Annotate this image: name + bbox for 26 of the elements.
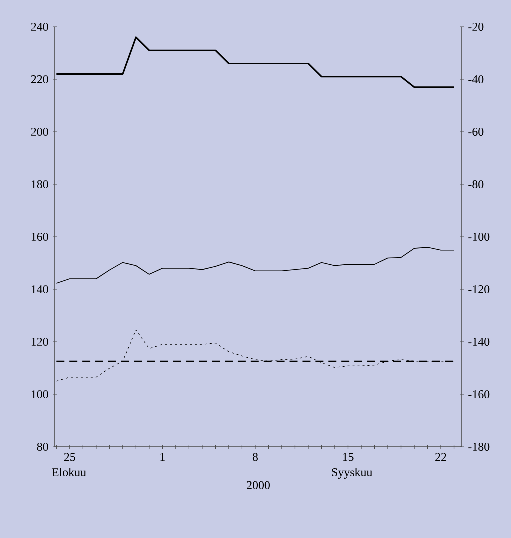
y-tick-label: 80: [37, 442, 48, 452]
x-tick-label: 15: [343, 453, 354, 462]
x-axis-title: 2000: [247, 481, 270, 490]
y-tick-label: 160: [32, 232, 48, 242]
y-tick-label: 180: [32, 180, 48, 189]
y-tick-label: 240: [31, 22, 48, 32]
x-tick-label: 1: [160, 453, 165, 462]
text: Syyskuu: [332, 468, 372, 479]
y-tick-label: 200: [31, 128, 48, 136]
y2-tick-label: -160: [468, 390, 490, 399]
y-tick-label: 220: [31, 75, 48, 84]
y-tick-label: 100: [32, 390, 48, 399]
x-tick-label: 8: [252, 453, 258, 462]
y2-tick-label: -40: [468, 75, 484, 84]
y2-tick-label: -60: [468, 128, 484, 136]
y2-tick-label: -140: [468, 338, 490, 346]
x-tick-label: 22: [436, 453, 446, 462]
y2-tick-label: -120: [468, 285, 490, 294]
y2-tick-label: -180: [468, 442, 490, 452]
y2-tick-label: -100: [468, 232, 490, 242]
y2-tick-label: -20: [468, 22, 484, 32]
y-tick-label: 140: [32, 285, 48, 294]
y2-tick-label: -80: [468, 180, 484, 189]
text: Elokuu: [52, 468, 86, 477]
y-tick-label: 120: [32, 338, 48, 346]
x-tick-label: 25: [64, 453, 76, 462]
